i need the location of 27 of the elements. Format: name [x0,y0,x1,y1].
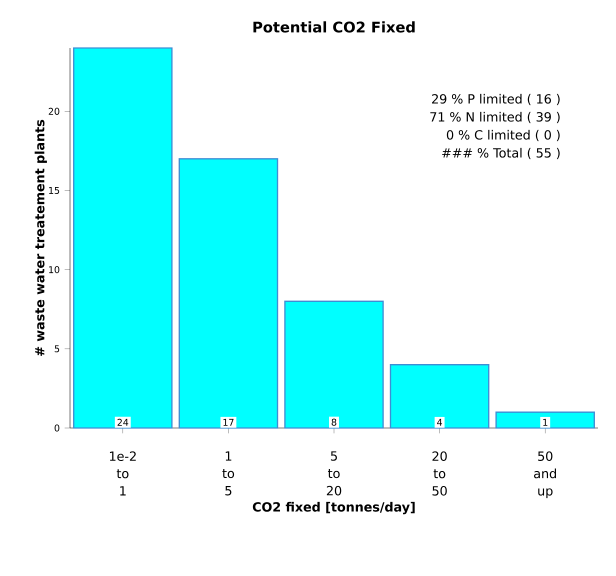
bar [495,411,595,429]
annotation: 29 % P limited ( 16 ) [432,94,560,106]
y-tick-label: 5 [54,345,60,352]
annotation: 0 % C limited ( 0 ) [446,130,560,142]
data-label: 24 [118,418,128,426]
y-tick-label: 0 [54,424,60,432]
x-tick-label: 20 to 50 [432,451,447,496]
x-tick-label: 5 to 20 [326,451,342,496]
y-axis-title: # waste water treatement plants [34,120,47,356]
x-tick-label: 50 and up [534,451,556,498]
bar [284,300,384,429]
x-tick-label: 1 to 5 [222,451,234,496]
annotation: ### % Total ( 55 ) [442,148,560,160]
bar [390,364,490,429]
bar [178,158,278,429]
data-label: 1 [543,418,548,426]
data-label: 8 [332,418,336,426]
x-axis-title: CO2 fixed [tonnes/day] [252,502,415,514]
data-label: 17 [223,418,234,426]
y-tick-label: 15 [49,187,60,194]
chart-title: Potential CO2 Fixed [253,21,415,33]
data-label: 4 [437,418,442,426]
x-tick-label: 1e-2 to 1 [110,451,136,496]
bar [73,47,173,429]
y-tick-label: 20 [48,108,60,115]
annotation: 71 % N limited ( 39 ) [430,112,560,124]
y-tick-label: 10 [49,266,60,274]
